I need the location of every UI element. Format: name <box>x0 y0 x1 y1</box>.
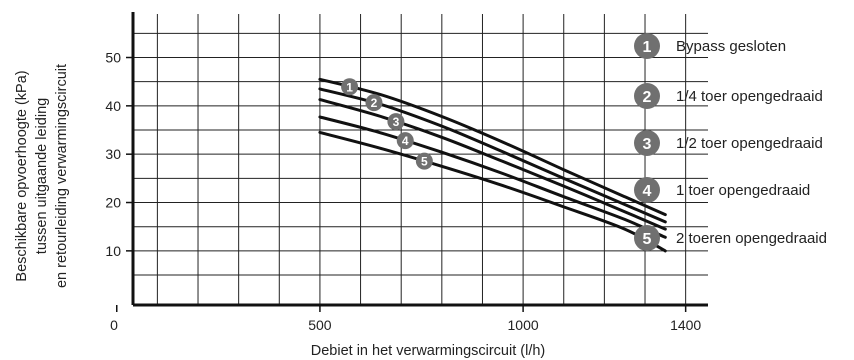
series-marker-number: 5 <box>421 155 428 169</box>
x-axis-title: Debiet in het verwarmingscircuit (l/h) <box>311 343 546 359</box>
legend-badge-number: 1 <box>643 39 652 56</box>
legend-badge <box>634 225 660 251</box>
y-axis-title-line: en retourleiding verwarmingscircuit <box>54 64 70 288</box>
series-line-1 <box>318 77 667 217</box>
series-line-3 <box>318 98 667 231</box>
series-marker-badge <box>415 152 433 170</box>
series-markers: 1 2 345 <box>341 78 433 170</box>
series-marker-number: 1 <box>346 80 353 94</box>
axes <box>115 12 708 312</box>
series-marker-badge <box>365 94 383 112</box>
y-tick-label: 20 <box>105 195 121 211</box>
legend: 1 Bypass gesloten 2 1/4 toer opengedraaid 3 1… <box>634 33 827 251</box>
y-axis-title-line: tussen uitgaande leiding <box>34 98 50 254</box>
y-tick-label: 30 <box>105 146 121 162</box>
series-marker-badge <box>396 132 414 150</box>
legend-badge <box>634 130 660 156</box>
y-tick-label: 50 <box>105 50 121 66</box>
series-marker-number: 3 <box>393 115 400 129</box>
legend-label: 1/2 toer opengedraaid <box>676 135 823 152</box>
series-marker-badge <box>341 78 359 96</box>
y-axis-title-line: Beschikbare opvoerhoogte (kPa) <box>14 70 30 281</box>
x-tick-label: 0 <box>110 317 118 333</box>
series-marker-number: 2 <box>371 96 378 110</box>
series-line-4 <box>318 115 667 239</box>
legend-label: 1/4 toer opengedraaid <box>676 88 823 105</box>
axis-titles: Debiet in het verwarmingscircuit (l/h) Be… <box>14 64 545 359</box>
x-tick-label: 1400 <box>670 317 701 333</box>
legend-badge <box>634 33 660 59</box>
legend-badge-number: 4 <box>643 183 652 200</box>
legend-label: Bypass gesloten <box>676 38 786 55</box>
legend-badge-number: 5 <box>643 231 652 248</box>
y-tick-label: 40 <box>105 98 121 114</box>
grid <box>133 14 708 305</box>
x-tick-label: 1000 <box>508 317 539 333</box>
legend-label: 2 toeren opengedraaid <box>676 230 827 247</box>
x-tick-label: 500 <box>308 317 332 333</box>
series-marker-number: 4 <box>402 134 409 148</box>
legend-badge-number: 3 <box>643 136 652 153</box>
series-line-5 <box>318 130 667 253</box>
y-tick-label: 10 <box>105 243 121 259</box>
legend-badge-number: 2 <box>643 89 652 106</box>
series-marker-badge <box>387 113 405 131</box>
legend-badge <box>634 177 660 203</box>
legend-badge <box>634 83 660 109</box>
legend-label: 1 toer opengedraaid <box>676 182 810 199</box>
